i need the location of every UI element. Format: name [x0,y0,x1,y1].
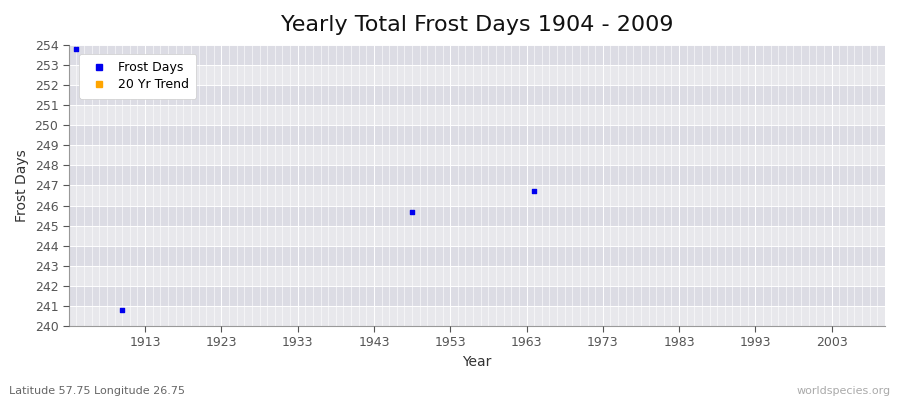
Bar [68,186,885,206]
Bar [68,306,885,326]
Point [69,46,84,52]
Bar [68,266,885,286]
Bar [68,145,885,165]
Bar [68,246,885,266]
Bar [68,105,885,125]
Bar [68,85,885,105]
Bar [68,206,885,226]
Point [526,188,541,195]
Bar [68,165,885,186]
Point [405,208,419,215]
Bar [68,226,885,246]
Title: Yearly Total Frost Days 1904 - 2009: Yearly Total Frost Days 1904 - 2009 [281,15,673,35]
X-axis label: Year: Year [463,355,491,369]
Point [115,307,130,313]
Bar [68,125,885,145]
Legend: Frost Days, 20 Yr Trend: Frost Days, 20 Yr Trend [79,54,196,99]
Bar [68,286,885,306]
Text: worldspecies.org: worldspecies.org [796,386,891,396]
Bar [68,45,885,65]
Bar [68,65,885,85]
Y-axis label: Frost Days: Frost Days [15,149,29,222]
Text: Latitude 57.75 Longitude 26.75: Latitude 57.75 Longitude 26.75 [9,386,185,396]
